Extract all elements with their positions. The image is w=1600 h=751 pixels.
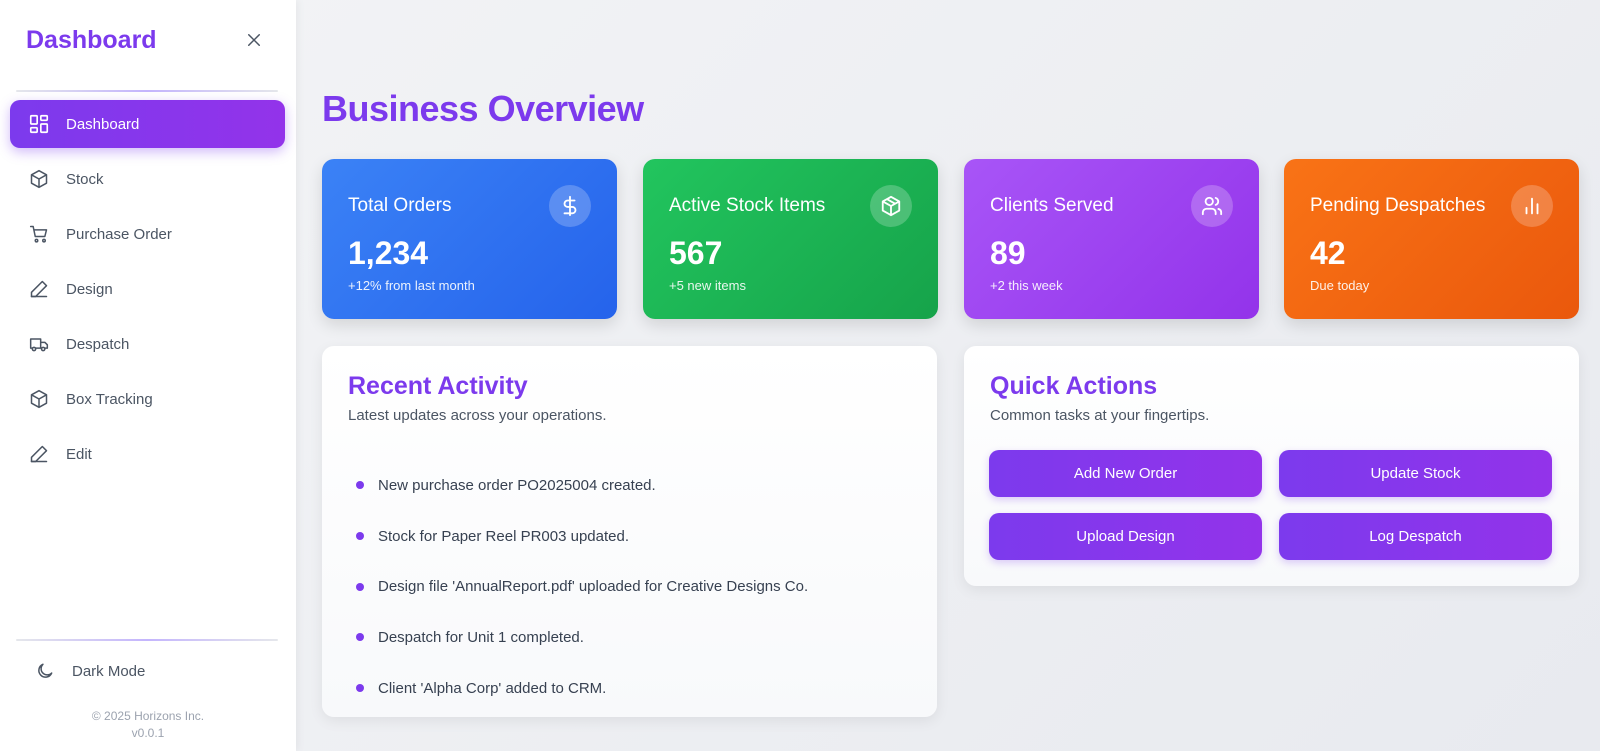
box-icon: [870, 185, 912, 227]
list-item: New purchase order PO2025004 created.: [356, 460, 808, 511]
close-icon[interactable]: [242, 28, 266, 52]
activity-text: Client 'Alpha Corp' added to CRM.: [378, 679, 607, 697]
sidebar-item-label: Stock: [66, 170, 104, 188]
sidebar-item-dashboard[interactable]: Dashboard: [10, 100, 285, 148]
list-item: Client 'Alpha Corp' added to CRM.: [356, 663, 808, 714]
panel-subtitle: Common tasks at your fingertips.: [990, 407, 1210, 424]
stat-label: Clients Served: [990, 195, 1114, 216]
panel-title: Recent Activity: [348, 372, 528, 400]
stat-label: Pending Despatches: [1310, 195, 1486, 216]
stat-label: Active Stock Items: [669, 195, 826, 216]
stat-card-total-orders: Total Orders 1,234 +12% from last month: [322, 159, 617, 319]
upload-design-button[interactable]: Upload Design: [989, 513, 1262, 560]
sidebar-item-purchase-order[interactable]: Purchase Order: [10, 210, 285, 258]
stat-value: 89: [990, 235, 1026, 271]
stat-value: 567: [669, 235, 723, 271]
dashboard-grid-icon: [28, 113, 50, 135]
sidebar-divider-bottom: [16, 639, 278, 641]
sidebar: Dashboard Dashboard Stock Purchase Order: [0, 0, 296, 751]
activity-text: Design file 'AnnualReport.pdf' uploaded …: [378, 578, 809, 596]
stat-sub: Due today: [1310, 278, 1370, 293]
log-despatch-button[interactable]: Log Despatch: [1279, 513, 1552, 560]
cart-icon: [28, 223, 50, 245]
stat-value: 1,234: [348, 235, 429, 271]
sidebar-divider-top: [16, 90, 278, 92]
activity-text: Stock for Paper Reel PR003 updated.: [378, 527, 629, 545]
box-icon: [28, 168, 50, 190]
activity-text: Despatch for Unit 1 completed.: [378, 628, 584, 646]
pen-icon: [28, 278, 50, 300]
bullet-dot: [356, 684, 364, 693]
box-icon: [28, 388, 50, 410]
panel-subtitle: Latest updates across your operations.: [348, 407, 607, 424]
users-icon: [1191, 185, 1233, 227]
footer-copyright: © 2025 Horizons Inc.: [91, 709, 205, 723]
recent-activity-panel: Recent Activity Latest updates across yo…: [322, 346, 937, 717]
stat-value: 42: [1310, 235, 1346, 271]
stat-card-pending-despatches: Pending Despatches 42 Due today: [1284, 159, 1579, 319]
truck-icon: [28, 333, 50, 355]
sidebar-title: Dashboard: [26, 26, 157, 54]
sidebar-item-label: Edit: [66, 445, 92, 463]
footer-version: v0.0.1: [131, 726, 165, 740]
page-title: Business Overview: [322, 88, 644, 129]
sidebar-item-design[interactable]: Design: [10, 265, 285, 313]
sidebar-footer: © 2025 Horizons Inc. v0.0.1: [0, 708, 296, 742]
stat-sub: +5 new items: [669, 278, 746, 293]
sidebar-item-label: Design: [66, 280, 113, 298]
activity-list: New purchase order PO2025004 created. St…: [356, 460, 808, 713]
dollar-icon: [549, 185, 591, 227]
quick-actions-panel: Quick Actions Common tasks at your finge…: [964, 346, 1579, 586]
pen-icon: [28, 443, 50, 465]
stat-sub: +12% from last month: [348, 278, 475, 293]
bullet-dot: [356, 532, 364, 541]
sidebar-nav: Dashboard Stock Purchase Order Design De…: [10, 100, 285, 485]
stat-card-clients-served: Clients Served 89 +2 this week: [964, 159, 1259, 319]
list-item: Stock for Paper Reel PR003 updated.: [356, 511, 808, 562]
sidebar-item-edit[interactable]: Edit: [10, 430, 285, 478]
sidebar-item-stock[interactable]: Stock: [10, 155, 285, 203]
list-item: Despatch for Unit 1 completed.: [356, 612, 808, 663]
bar-chart-icon: [1511, 185, 1553, 227]
panel-title: Quick Actions: [990, 372, 1158, 400]
add-new-order-button[interactable]: Add New Order: [989, 450, 1262, 497]
update-stock-button[interactable]: Update Stock: [1279, 450, 1552, 497]
bullet-dot: [356, 633, 364, 642]
bullet-dot: [356, 582, 364, 591]
dark-mode-label: Dark Mode: [72, 662, 146, 680]
list-item: Design file 'AnnualReport.pdf' uploaded …: [356, 561, 808, 612]
dark-mode-toggle[interactable]: Dark Mode: [10, 648, 285, 694]
sidebar-item-label: Box Tracking: [66, 390, 153, 408]
sidebar-item-label: Dashboard: [66, 115, 140, 133]
stat-sub: +2 this week: [990, 278, 1063, 293]
sidebar-item-despatch[interactable]: Despatch: [10, 320, 285, 368]
bullet-dot: [356, 481, 364, 490]
moon-icon: [34, 660, 56, 682]
stat-card-active-stock: Active Stock Items 567 +5 new items: [643, 159, 938, 319]
stat-label: Total Orders: [348, 195, 452, 216]
sidebar-header: Dashboard: [26, 22, 266, 58]
sidebar-item-label: Purchase Order: [66, 225, 172, 243]
activity-text: New purchase order PO2025004 created.: [378, 476, 656, 494]
sidebar-item-box-tracking[interactable]: Box Tracking: [10, 375, 285, 423]
sidebar-item-label: Despatch: [66, 335, 130, 353]
